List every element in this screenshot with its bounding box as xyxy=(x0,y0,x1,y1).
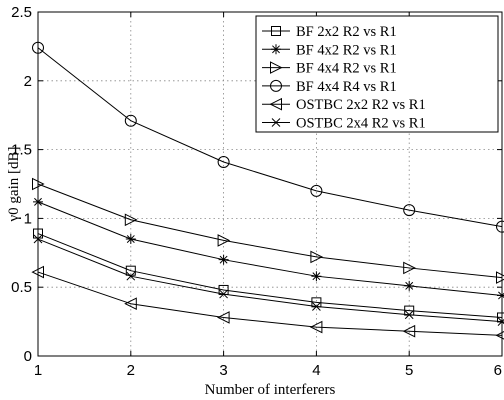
data-point xyxy=(125,234,136,245)
data-point xyxy=(310,250,324,264)
data-point xyxy=(497,290,504,301)
series-line xyxy=(37,47,503,228)
data-point xyxy=(402,324,416,338)
data-point xyxy=(126,271,136,281)
x-tick-label: 1 xyxy=(34,362,42,379)
legend-label: OSTBC 2x2 R2 vs R1 xyxy=(296,97,426,113)
series-line xyxy=(37,271,503,336)
data-point xyxy=(404,310,414,320)
x-tick-label: 6 xyxy=(494,362,502,379)
y-tick-label: 1 xyxy=(24,210,32,227)
y-tick-label: 0 xyxy=(24,348,32,365)
data-point xyxy=(403,204,416,217)
legend-entry: BF 4x4 R4 vs R1 xyxy=(262,79,397,95)
legend-label: BF 4x4 R4 vs R1 xyxy=(296,79,397,95)
data-point xyxy=(124,297,137,311)
legend-label: BF 4x4 R2 vs R1 xyxy=(296,61,397,77)
data-point xyxy=(124,213,138,227)
x-tick-label: 5 xyxy=(405,362,413,379)
series-line xyxy=(37,238,503,323)
legend-marker xyxy=(270,79,282,92)
legend-label: BF 4x2 R2 vs R1 xyxy=(296,42,397,58)
legend-marker xyxy=(271,118,281,127)
data-point xyxy=(311,271,322,282)
y-tick-label: 2 xyxy=(24,73,32,90)
x-tick-label: 2 xyxy=(127,362,135,379)
grid-lines xyxy=(38,12,502,356)
series-5 xyxy=(31,265,504,340)
y-tick-label: 1.5 xyxy=(11,142,32,159)
y-axis-label: γ0 gain [dB] xyxy=(6,147,22,223)
y-tick-label: 0.5 xyxy=(11,279,32,296)
plot-frame xyxy=(37,11,503,357)
data-point xyxy=(309,320,323,334)
data-point xyxy=(310,184,323,197)
data-point xyxy=(217,234,231,247)
series-6 xyxy=(33,234,504,326)
series-line xyxy=(37,233,503,318)
series-1 xyxy=(33,228,504,323)
legend-entry: BF 4x2 R2 vs R1 xyxy=(262,42,397,58)
data-point xyxy=(216,311,230,324)
data-point xyxy=(124,114,137,127)
data-point xyxy=(403,261,416,275)
legend-entry: BF 4x4 R2 vs R1 xyxy=(262,61,397,77)
series-line xyxy=(37,183,503,279)
series-line xyxy=(37,201,503,296)
legend-marker xyxy=(269,97,282,111)
x-tick-label: 4 xyxy=(312,362,320,379)
legend-label: OSTBC 2x4 R2 vs R1 xyxy=(296,116,426,132)
legend-entry: OSTBC 2x4 R2 vs R1 xyxy=(262,116,426,132)
data-point xyxy=(218,254,229,265)
legend-marker xyxy=(271,26,281,36)
data-point xyxy=(125,265,136,276)
x-tick-label: 3 xyxy=(219,362,227,379)
axis-ticks: 1 2 3 4 5 6 0 0.5 1 1.5 2 2.5 xyxy=(11,4,503,379)
legend: BF 2x2 R2 vs R1 BF 4x2 R2 vs R1 BF 4x4 R2 … xyxy=(255,15,499,133)
legend-marker xyxy=(271,44,281,55)
data-point xyxy=(219,289,228,299)
legend-box xyxy=(255,15,499,133)
data-point xyxy=(217,155,230,168)
legend-label: BF 2x2 R2 vs R1 xyxy=(296,24,397,40)
data-point xyxy=(312,302,321,311)
legend-entry: OSTBC 2x2 R2 vs R1 xyxy=(262,97,426,113)
legend-entry: BF 2x2 R2 vs R1 xyxy=(262,24,397,40)
data-point xyxy=(404,280,415,291)
legend-marker xyxy=(270,61,283,74)
x-axis-label: Number of interferers xyxy=(205,382,336,398)
y-tick-label: 2.5 xyxy=(11,4,32,21)
